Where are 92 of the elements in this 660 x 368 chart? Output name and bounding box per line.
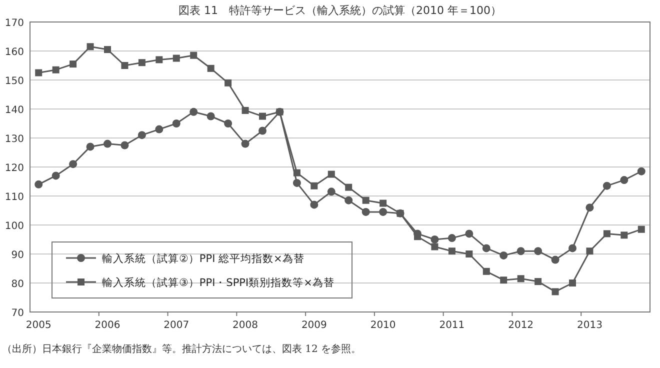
point: [500, 251, 508, 260]
point: [206, 112, 215, 120]
point: [620, 176, 628, 184]
point: [482, 268, 490, 275]
point: [310, 182, 318, 190]
point: [465, 230, 474, 238]
point: [86, 142, 94, 151]
y-tick-label: 90: [11, 250, 24, 261]
y-tick-label: 120: [4, 163, 24, 174]
point: [551, 256, 560, 264]
point: [328, 170, 335, 178]
x-tick-label: 2009: [301, 320, 327, 331]
point: [86, 43, 94, 50]
x-tick-label: 2008: [232, 320, 258, 331]
point: [224, 79, 232, 86]
x-tick-label: 2007: [164, 320, 190, 331]
y-tick-label: 70: [11, 308, 24, 319]
point: [52, 172, 60, 180]
point: [516, 247, 525, 256]
point: [69, 160, 78, 168]
chart-title: 図表 11 特許等サービス（輸入系統）の試算（2010 年＝100）: [178, 4, 502, 17]
point: [396, 210, 404, 217]
x-tick-label: 2011: [439, 320, 465, 331]
point: [172, 54, 180, 62]
y-tick-label: 100: [4, 221, 24, 232]
point: [190, 52, 198, 59]
point: [466, 250, 473, 258]
point: [293, 169, 300, 176]
point: [258, 126, 266, 135]
x-tick-label: 2006: [94, 320, 120, 331]
point: [276, 108, 284, 116]
point: [603, 230, 610, 238]
point: [534, 278, 542, 286]
point: [155, 125, 164, 134]
point: [138, 59, 146, 66]
point: [534, 247, 542, 256]
point: [104, 46, 111, 54]
point: [448, 234, 456, 242]
legend-label: 輸入系統（試算②）PPI 総平均指数×為替: [102, 252, 304, 265]
point: [207, 64, 214, 72]
point: [52, 66, 60, 74]
point: [138, 131, 146, 140]
point: [602, 182, 611, 190]
point: [586, 204, 594, 212]
point: [362, 196, 370, 204]
x-tick-label: 2012: [508, 320, 534, 331]
point: [224, 120, 232, 128]
x-tick-label: 2013: [576, 320, 602, 331]
point: [517, 275, 524, 282]
point: [568, 244, 576, 252]
x-tick-label: 2010: [370, 320, 396, 331]
text: （出所）日本銀行『企業物価指数』等。推計方法については、図表 12 を参照。: [2, 343, 362, 355]
point: [380, 200, 387, 207]
point: [430, 236, 439, 244]
point: [327, 188, 336, 196]
point: [345, 184, 352, 191]
y-tick-label: 140: [4, 105, 24, 116]
y-tick-label: 130: [4, 134, 24, 145]
point: [121, 62, 128, 69]
point: [259, 112, 266, 120]
point: [34, 180, 43, 188]
point: [362, 208, 370, 216]
point: [172, 120, 180, 128]
y-tick-label: 170: [4, 18, 24, 29]
point: [241, 140, 250, 148]
point: [552, 288, 559, 296]
point: [104, 140, 112, 148]
point: [156, 56, 163, 64]
point: [292, 178, 301, 187]
point: [448, 248, 456, 255]
x-tick-label: 2005: [26, 320, 52, 331]
point: [431, 243, 438, 250]
point: [190, 108, 198, 116]
legend-label: 輸入系統（試算③）PPI・SPPI類別指数等×為替: [102, 276, 334, 289]
point: [379, 208, 388, 216]
y-tick-label: 160: [4, 47, 24, 58]
point: [638, 226, 645, 233]
point: [637, 167, 646, 176]
y-tick-label: 150: [4, 76, 24, 87]
point: [120, 141, 129, 150]
point: [500, 276, 508, 284]
point: [35, 69, 42, 76]
point: [482, 244, 490, 252]
point: [70, 60, 77, 68]
point: [569, 280, 576, 286]
point: [310, 200, 318, 209]
point: [242, 106, 249, 114]
point: [586, 248, 594, 255]
y-tick-label: 110: [4, 192, 24, 203]
point: [620, 232, 628, 239]
y-tick-label: 80: [11, 279, 24, 290]
point: [344, 196, 353, 204]
